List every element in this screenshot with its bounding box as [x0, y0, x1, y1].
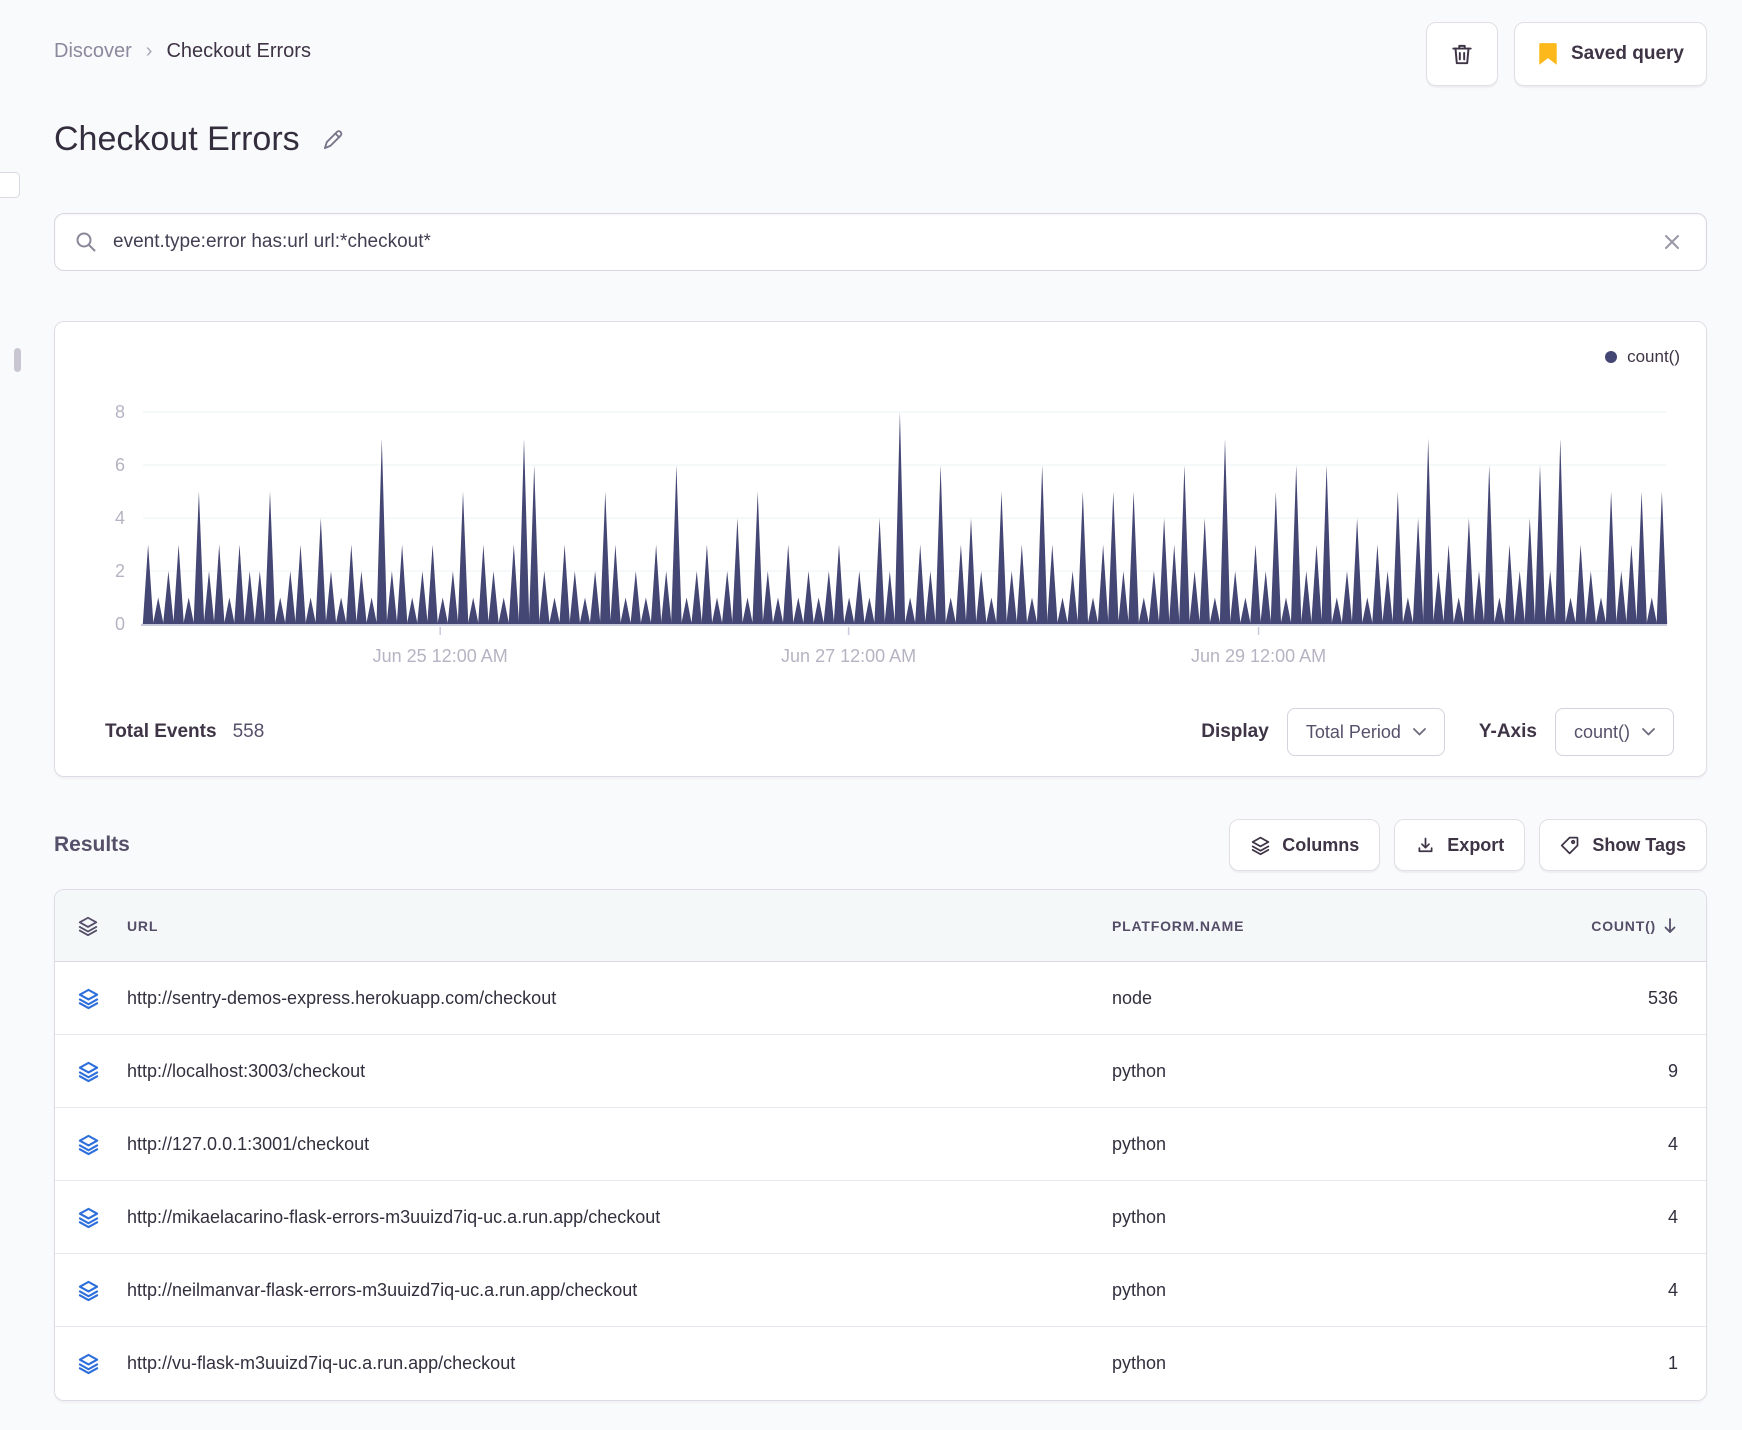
row-url: http://127.0.0.1:3001/checkout: [127, 1133, 370, 1154]
breadcrumb: Discover › Checkout Errors: [54, 22, 311, 63]
delete-query-button[interactable]: [1426, 22, 1498, 86]
svg-text:Jun 25 12:00 AM: Jun 25 12:00 AM: [373, 646, 508, 666]
row-count: 4: [1667, 1133, 1678, 1154]
yaxis-select[interactable]: count(): [1554, 708, 1674, 756]
pencil-icon: [320, 127, 346, 153]
stack-icon: [1250, 835, 1271, 856]
results-heading: Results: [54, 833, 130, 856]
title-row: Checkout Errors: [54, 120, 1707, 159]
display-select-value: Total Period: [1305, 721, 1401, 742]
export-button[interactable]: Export: [1394, 819, 1526, 871]
row-platform: node: [1112, 987, 1153, 1008]
table-row: http://127.0.0.1:3001/checkout python 4: [55, 1108, 1706, 1181]
row-url: http://neilmanvar-flask-errors-m3uuizd7i…: [127, 1279, 638, 1300]
columns-label: Columns: [1282, 834, 1360, 855]
results-table: URL PLATFORM.NAME COUNT() http://sentry-…: [54, 889, 1707, 1401]
legend-label: count(): [1627, 347, 1680, 366]
saved-query-button[interactable]: Saved query: [1514, 22, 1707, 86]
sort-desc-icon: [1662, 917, 1678, 935]
row-platform: python: [1112, 1133, 1167, 1154]
stack-icon[interactable]: [77, 1133, 100, 1156]
row-url: http://mikaelacarino-flask-errors-m3uuiz…: [127, 1206, 661, 1227]
breadcrumb-current: Checkout Errors: [166, 40, 311, 62]
show-tags-label: Show Tags: [1592, 834, 1686, 855]
column-header-count[interactable]: COUNT(): [1486, 917, 1706, 935]
breadcrumb-separator-icon: ›: [145, 40, 153, 62]
breadcrumb-discover-link[interactable]: Discover: [54, 40, 132, 62]
stack-icon[interactable]: [77, 1060, 100, 1083]
stack-icon[interactable]: [77, 987, 100, 1010]
row-url: http://sentry-demos-express.herokuapp.co…: [127, 987, 557, 1008]
svg-text:Jun 29 12:00 AM: Jun 29 12:00 AM: [1191, 646, 1326, 666]
event-chart[interactable]: 0 2 4 6 8 Jun 25 12:00 AM Jun 27 12:00 AM Jun 2…: [81, 372, 1677, 690]
saved-query-label: Saved query: [1571, 43, 1684, 64]
yaxis-label: Y-Axis: [1478, 721, 1537, 742]
row-count: 9: [1667, 1060, 1678, 1081]
chart-panel: count() 0 2 4 6 8 Jun 25 12:00 AM Jun 27 12:00…: [54, 321, 1707, 777]
table-row: http://sentry-demos-express.herokuapp.co…: [55, 962, 1706, 1035]
show-tags-button[interactable]: Show Tags: [1539, 819, 1707, 871]
row-count: 536: [1647, 987, 1678, 1008]
stack-icon[interactable]: [77, 1279, 100, 1302]
tag-icon: [1560, 835, 1581, 856]
search-bar: [54, 213, 1707, 271]
svg-text:Jun 27 12:00 AM: Jun 27 12:00 AM: [781, 646, 916, 666]
display-label: Display: [1201, 721, 1269, 742]
legend-dot-icon: [1605, 351, 1618, 363]
results-header: Results Columns Export: [54, 819, 1707, 871]
table-row: http://mikaelacarino-flask-errors-m3uuiz…: [55, 1181, 1706, 1254]
chevron-down-icon: [1412, 728, 1426, 736]
count-header-label: COUNT(): [1591, 917, 1656, 934]
row-platform: python: [1112, 1353, 1167, 1373]
header-actions: Saved query: [1426, 22, 1707, 86]
search-input[interactable]: [111, 230, 1658, 254]
stack-icon[interactable]: [77, 1352, 100, 1375]
svg-text:2: 2: [115, 561, 125, 581]
svg-text:0: 0: [115, 614, 125, 634]
drawer-handle-icon: [14, 348, 21, 372]
table-header: URL PLATFORM.NAME COUNT(): [55, 890, 1706, 962]
clear-search-icon[interactable]: [1658, 228, 1686, 256]
row-url: http://localhost:3003/checkout: [127, 1060, 366, 1081]
row-platform: python: [1112, 1206, 1167, 1227]
columns-button[interactable]: Columns: [1229, 819, 1381, 871]
total-events-label: Total Events: [105, 721, 217, 742]
top-bar: Discover › Checkout Errors Saved query: [54, 22, 1707, 86]
svg-text:4: 4: [115, 508, 125, 528]
export-label: Export: [1447, 834, 1505, 855]
row-url: http://vu-flask-m3uuizd7iq-uc.a.run.app/…: [127, 1353, 516, 1373]
trash-icon: [1449, 41, 1475, 67]
yaxis-select-value: count(): [1573, 721, 1630, 742]
stack-icon[interactable]: [77, 1206, 100, 1229]
table-row: http://localhost:3003/checkout python 9: [55, 1035, 1706, 1108]
results-actions: Columns Export Show Tags: [1229, 819, 1707, 871]
chart-footer: Total Events 558 Display Total Period Y-…: [81, 695, 1680, 779]
row-count: 4: [1667, 1279, 1678, 1300]
row-count: 4: [1667, 1206, 1678, 1227]
svg-text:6: 6: [115, 455, 125, 475]
row-count: 1: [1667, 1353, 1678, 1373]
column-header-url[interactable]: URL: [127, 917, 159, 934]
chart-legend: count(): [81, 342, 1680, 372]
page-title: Checkout Errors: [54, 120, 300, 158]
table-row: http://vu-flask-m3uuizd7iq-uc.a.run.app/…: [55, 1327, 1706, 1400]
display-select[interactable]: Total Period: [1286, 708, 1445, 756]
total-events-value: 558: [232, 721, 265, 742]
chevron-down-icon: [1642, 728, 1655, 736]
svg-text:8: 8: [115, 402, 125, 422]
saved-queries-drawer-tab[interactable]: [0, 172, 20, 198]
stack-icon[interactable]: [77, 915, 99, 937]
row-platform: python: [1112, 1060, 1167, 1081]
row-platform: python: [1112, 1279, 1167, 1300]
download-icon: [1415, 835, 1436, 856]
search-icon: [75, 231, 97, 253]
table-row: http://neilmanvar-flask-errors-m3uuizd7i…: [55, 1254, 1706, 1327]
bookmark-icon: [1537, 42, 1559, 66]
table-body: http://sentry-demos-express.herokuapp.co…: [55, 962, 1706, 1400]
column-header-platform[interactable]: PLATFORM.NAME: [1112, 917, 1245, 934]
edit-title-button[interactable]: [316, 123, 350, 157]
